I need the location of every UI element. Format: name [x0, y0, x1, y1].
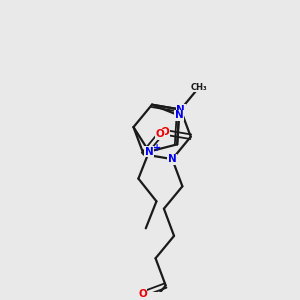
Text: N: N — [176, 104, 185, 115]
Text: N: N — [175, 110, 183, 120]
Text: O: O — [138, 289, 147, 299]
Text: O: O — [156, 129, 165, 139]
Text: O: O — [160, 128, 169, 137]
Text: +: + — [153, 143, 161, 153]
Text: CH₃: CH₃ — [191, 83, 207, 92]
Text: N: N — [145, 147, 153, 157]
Text: N: N — [168, 154, 177, 164]
